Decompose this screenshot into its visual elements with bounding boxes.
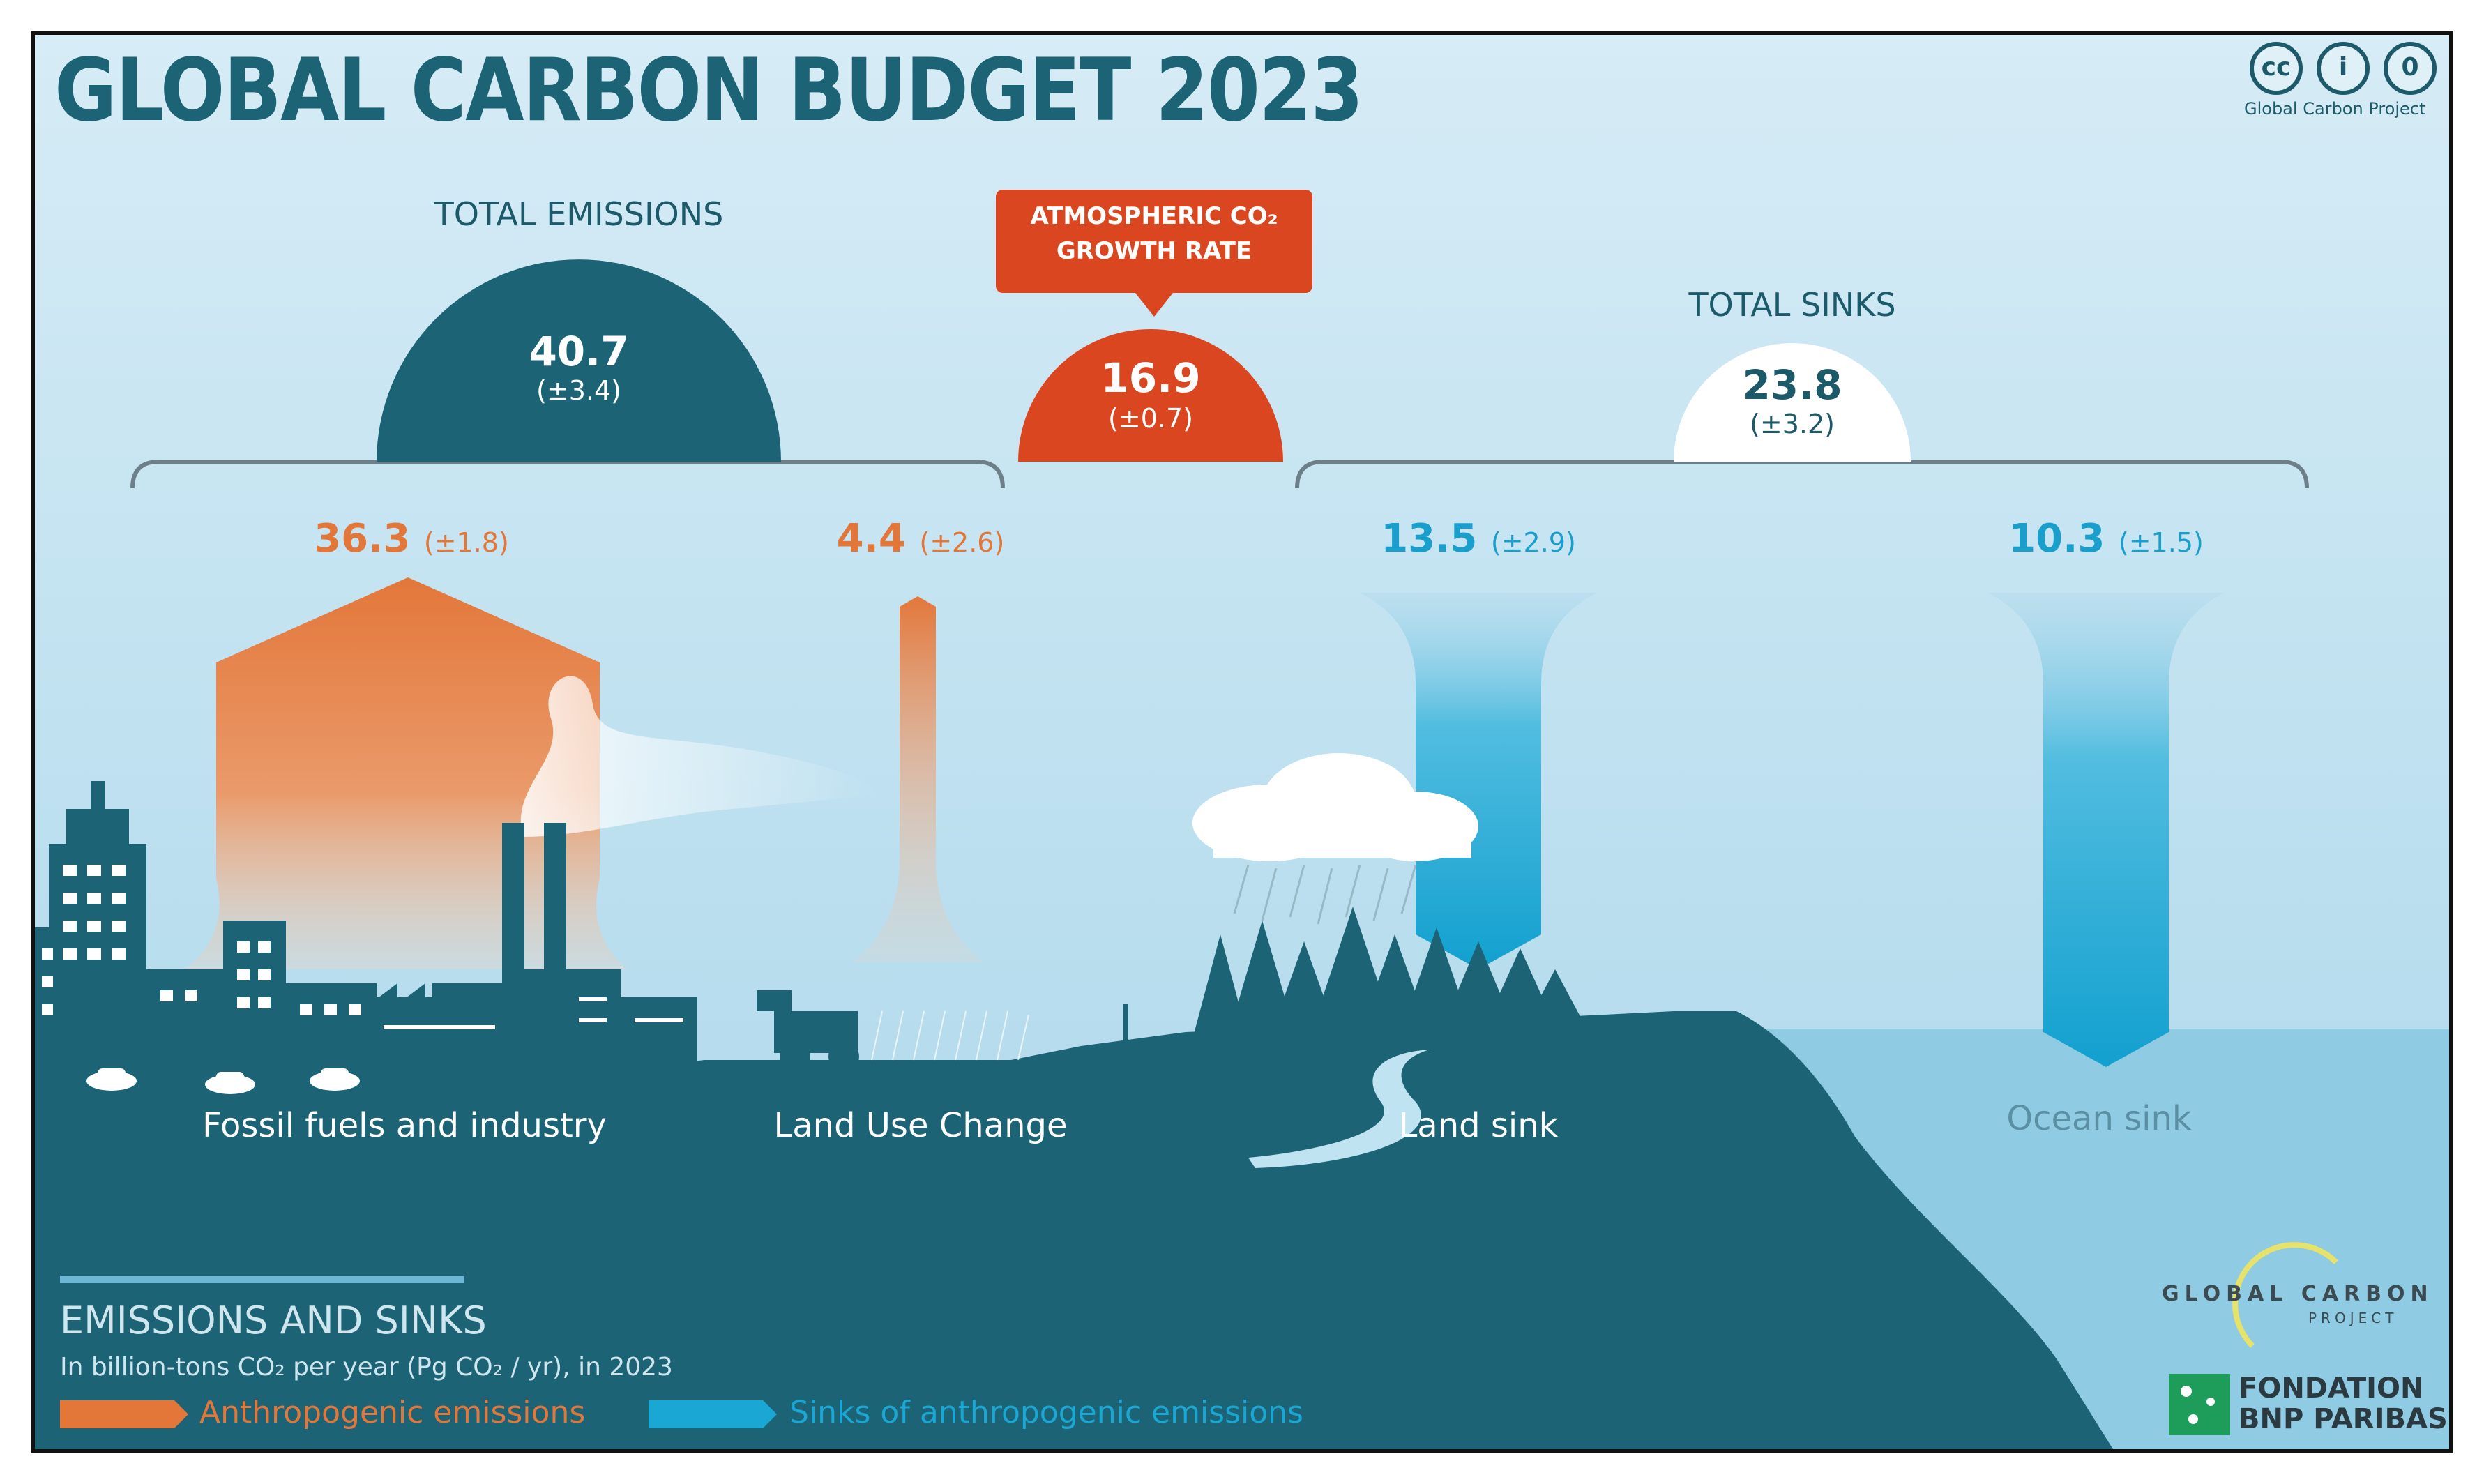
atmospheric-uncertainty: (±0.7) [1108,403,1193,434]
total-emissions-value: 40.7 [529,328,629,375]
gcp-logo-arc [2232,1242,2338,1348]
harvester [757,990,859,1072]
landuse-label: Land Use Change [773,1106,1068,1145]
atmospheric-callout-pointer [1135,293,1173,317]
fossil-value: 36.3 (±1.8) [314,516,509,561]
landsink-value: 13.5 (±2.9) [1381,516,1576,561]
gcp-logo-line2: PROJECT [2308,1310,2398,1326]
legend-emission-label: Anthropogenic emissions [199,1395,586,1430]
gcp-logo-line1: GLOBAL CARBON [2162,1282,2434,1306]
legend-emission-swatch [60,1400,188,1428]
fossil-label: Fossil fuels and industry [202,1106,607,1145]
bnp-logo-line2: BNP PARIBAS [2239,1403,2448,1435]
license-credit: Global Carbon Project [2244,99,2426,119]
landuse-uncertainty: (±2.6) [919,527,1005,558]
forest [1123,907,1583,1046]
oceansink-value: 10.3 (±1.5) [2008,516,2204,561]
rain-cloud [1192,753,1478,861]
bnp-logo-stars [2181,1386,2215,1424]
attribution-icon: i [2317,42,2370,95]
fossil-uncertainty: (±1.8) [423,527,509,558]
zero-icon: 0 [2384,42,2437,95]
total-emissions-dome [377,259,781,462]
atmospheric-value: 16.9 [1100,354,1201,402]
infographic-artwork [35,35,2449,1449]
landsink-uncertainty: (±2.9) [1490,527,1576,558]
total-sinks-uncertainty: (±3.2) [1750,409,1835,439]
legend-heading: EMISSIONS AND SINKS [60,1298,487,1342]
land-sink-flow [1360,593,1597,969]
building-windows [42,865,683,1029]
land-mass [35,1011,2113,1449]
crop-field [871,1010,1029,1061]
legend-sink-label: Sinks of anthropogenic emissions [789,1395,1303,1430]
bnp-logo-square [2169,1374,2230,1435]
total-emissions-uncertainty: (±3.4) [536,375,621,406]
ocean-sink-flow [1987,593,2225,1067]
total-sinks-value: 23.8 [1742,361,1842,409]
landsink-label: Land sink [1398,1106,1559,1145]
cc-icon: cc [2250,42,2303,95]
atmospheric-callout-box [996,190,1312,293]
oceansink-uncertainty: (±1.5) [2118,527,2204,558]
infographic-frame: GLOBAL CARBON BUDGET 2023 cc i 0 Global … [31,31,2453,1453]
river [1248,1050,1430,1168]
legend-units: In billion-tons CO₂ per year (Pg CO₂ / y… [60,1353,673,1381]
atmospheric-growth-dome [1018,329,1283,462]
landuse-value: 4.4 (±2.6) [836,516,1005,561]
oceansink-label: Ocean sink [2006,1099,2192,1138]
total-sinks-dome [1674,343,1911,462]
factory-smoke [520,676,879,837]
rain-lines [1233,864,1417,925]
total-emissions-heading: TOTAL EMISSIONS [434,195,724,233]
page-title: GLOBAL CARBON BUDGET 2023 [54,40,1363,141]
legend-sink-swatch [649,1400,777,1428]
land-use-emission-flow [852,596,983,962]
bnp-logo-line1: FONDATION [2239,1372,2424,1404]
total-sinks-heading: TOTAL SINKS [1688,286,1896,324]
cars [86,1068,360,1094]
legend-divider [60,1276,464,1283]
atmospheric-heading-line1: ATMOSPHERIC CO₂ [1030,202,1278,230]
atmospheric-heading-line2: GROWTH RATE [1056,237,1252,265]
